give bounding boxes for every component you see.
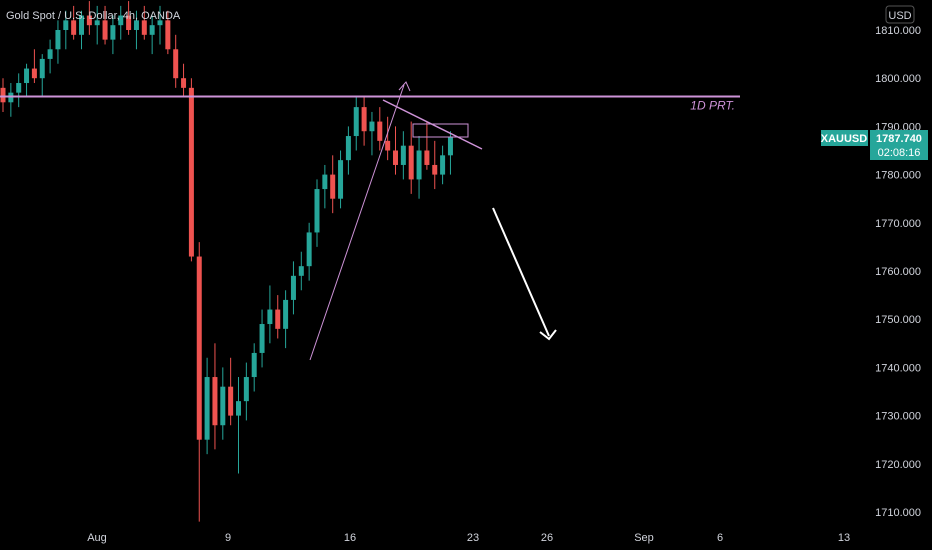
- candle-body: [110, 25, 116, 40]
- ticker-tag[interactable]: XAUUSD 1787.740 02:08:16: [821, 130, 928, 160]
- x-tick-label: 23: [467, 532, 479, 544]
- candle-body: [361, 107, 367, 132]
- candlestick-series: [0, 1, 453, 522]
- candle-body: [393, 150, 398, 165]
- candle-body: [275, 309, 281, 329]
- candle-body: [243, 377, 249, 402]
- candle-body: [314, 189, 320, 233]
- candle-body: [79, 15, 84, 35]
- candle-body: [400, 145, 406, 165]
- candle-body: [440, 155, 446, 175]
- candle-body: [416, 150, 422, 180]
- x-tick-label: 6: [717, 532, 723, 544]
- currency-badge[interactable]: USD: [885, 5, 915, 24]
- consolidation-box[interactable]: [412, 123, 469, 138]
- candle-body: [259, 324, 265, 353]
- candle-body: [149, 25, 155, 35]
- candle-body: [24, 68, 30, 84]
- x-tick-label: 9: [225, 532, 231, 544]
- candle-body: [228, 386, 234, 416]
- candle-body: [330, 174, 336, 199]
- projection-arrow-head-icon: [539, 329, 557, 341]
- y-tick-label: 1800.000: [875, 73, 921, 85]
- candle-body: [94, 20, 100, 26]
- candle-body: [290, 275, 296, 300]
- candle-body: [204, 377, 210, 440]
- x-tick-label: Aug: [87, 532, 107, 544]
- x-tick-label: 13: [838, 532, 850, 544]
- candle-body: [424, 150, 430, 165]
- trend-arrow-head-icon: [398, 81, 411, 92]
- candle-body: [236, 401, 241, 416]
- candle-body: [338, 160, 344, 199]
- candle-body: [267, 309, 273, 325]
- candle-body: [345, 136, 351, 161]
- candle-body: [16, 83, 22, 93]
- candle-body: [212, 377, 218, 426]
- candle-body: [133, 20, 139, 30]
- chart-title: Gold Spot / U.S. Dollar, 4h, OANDA: [6, 10, 181, 22]
- y-tick-label: 1810.000: [875, 25, 921, 37]
- candle-body: [181, 78, 187, 88]
- candle-body: [39, 58, 45, 79]
- candle-body: [102, 20, 108, 40]
- candle-body: [165, 20, 171, 50]
- projection-arrow[interactable]: [492, 207, 550, 337]
- candle-body: [306, 232, 312, 267]
- candle-body: [251, 352, 257, 378]
- candle-body: [408, 145, 414, 180]
- candle-body: [298, 266, 304, 276]
- time-axis[interactable]: Aug 9 16 23 26 Sep 6 13: [87, 532, 850, 544]
- x-tick-label: 26: [541, 532, 553, 544]
- candle-body: [385, 140, 391, 151]
- x-tick-label: 16: [344, 532, 356, 544]
- candle-body: [86, 15, 92, 26]
- x-tick-label: Sep: [634, 532, 654, 544]
- candle-body: [157, 20, 163, 26]
- ticker-countdown: 02:08:16: [878, 147, 921, 159]
- candle-body: [118, 15, 124, 26]
- currency-label: USD: [888, 10, 911, 22]
- price-axis[interactable]: 1810.0001800.0001790.0001780.0001770.000…: [875, 25, 921, 519]
- level-label: 1D PRT.: [690, 99, 735, 113]
- candle-body: [173, 49, 179, 79]
- candle-body: [196, 256, 202, 440]
- y-tick-label: 1740.000: [875, 362, 921, 374]
- candle-body: [71, 20, 77, 35]
- candle-body: [353, 107, 359, 137]
- y-tick-label: 1730.000: [875, 411, 921, 423]
- candle-body: [447, 137, 453, 156]
- y-tick-label: 1750.000: [875, 314, 921, 326]
- trend-line-rising[interactable]: [309, 84, 405, 361]
- candle-body: [126, 15, 132, 30]
- candle-body: [220, 386, 226, 426]
- candle-body: [432, 164, 438, 175]
- candle-body: [188, 87, 194, 257]
- ticker-price: 1787.740: [876, 133, 922, 145]
- candle-body: [0, 87, 6, 103]
- candle-body: [55, 30, 61, 50]
- candle-body: [369, 121, 375, 132]
- candle-body: [377, 121, 383, 141]
- y-tick-label: 1760.000: [875, 266, 921, 278]
- candle-body: [47, 49, 53, 59]
- ticker-symbol: XAUUSD: [821, 133, 868, 145]
- candle-body: [31, 68, 37, 79]
- candle-body: [141, 20, 147, 35]
- candle-body: [322, 174, 328, 190]
- y-tick-label: 1770.000: [875, 218, 921, 230]
- y-tick-label: 1710.000: [875, 507, 921, 519]
- y-tick-label: 1780.000: [875, 170, 921, 182]
- candle-body: [283, 299, 289, 329]
- candle-body: [63, 20, 69, 30]
- y-tick-label: 1720.000: [875, 459, 921, 471]
